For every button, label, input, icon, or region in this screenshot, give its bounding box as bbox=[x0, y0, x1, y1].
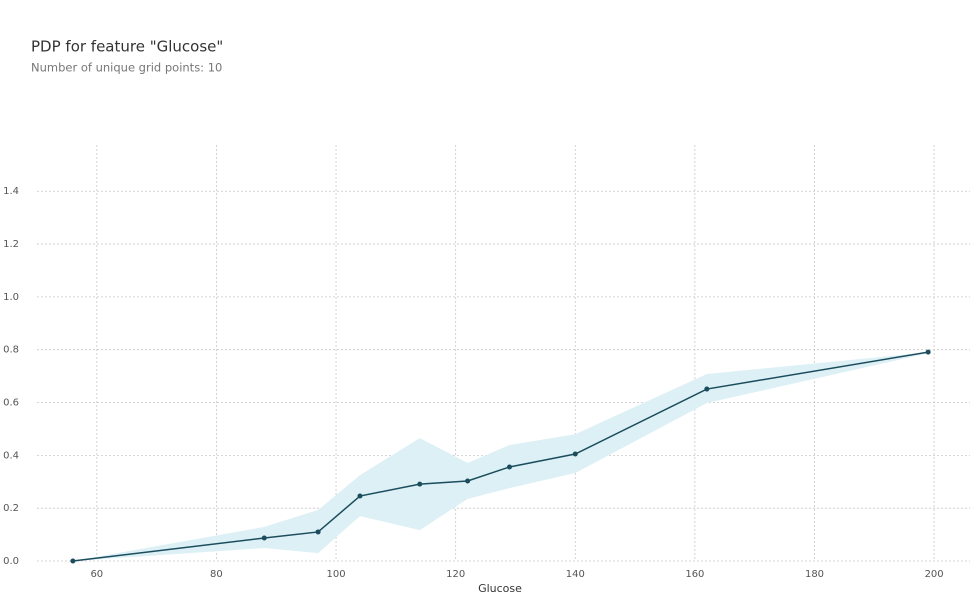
x-tick-label: 60 bbox=[90, 569, 103, 580]
point bbox=[417, 481, 423, 487]
confidence-band bbox=[72, 352, 929, 561]
chart-subtitle: Number of unique grid points: 10 bbox=[31, 61, 222, 75]
y-tick-label: 1.0 bbox=[3, 292, 19, 303]
x-tick-label: 180 bbox=[805, 569, 824, 580]
x-tick-label: 100 bbox=[326, 569, 345, 580]
y-tick-label: 0.0 bbox=[3, 556, 19, 567]
chart-title: PDP for feature "Glucose" bbox=[31, 38, 223, 56]
point bbox=[704, 386, 710, 392]
x-tick-label: 120 bbox=[446, 569, 465, 580]
point bbox=[925, 349, 931, 355]
y-tick-label: 0.4 bbox=[3, 450, 19, 461]
y-tick-label: 0.6 bbox=[3, 398, 19, 409]
x-tick-label: 200 bbox=[925, 569, 944, 580]
y-tick-label: 0.8 bbox=[3, 345, 19, 356]
y-tick-label: 0.2 bbox=[3, 503, 19, 514]
point bbox=[70, 558, 76, 564]
y-tick-label: 1.2 bbox=[3, 239, 19, 250]
x-tick-label: 140 bbox=[566, 569, 585, 580]
x-tick-label: 80 bbox=[210, 569, 223, 580]
point bbox=[357, 493, 363, 499]
point bbox=[315, 529, 321, 535]
x-tick-label: 160 bbox=[685, 569, 704, 580]
point bbox=[465, 478, 471, 484]
point bbox=[506, 464, 512, 470]
point bbox=[572, 451, 578, 457]
y-tick-label: 1.4 bbox=[3, 186, 19, 197]
point bbox=[261, 535, 267, 541]
x-axis-label: Glucose bbox=[478, 582, 522, 595]
line bbox=[72, 351, 929, 562]
